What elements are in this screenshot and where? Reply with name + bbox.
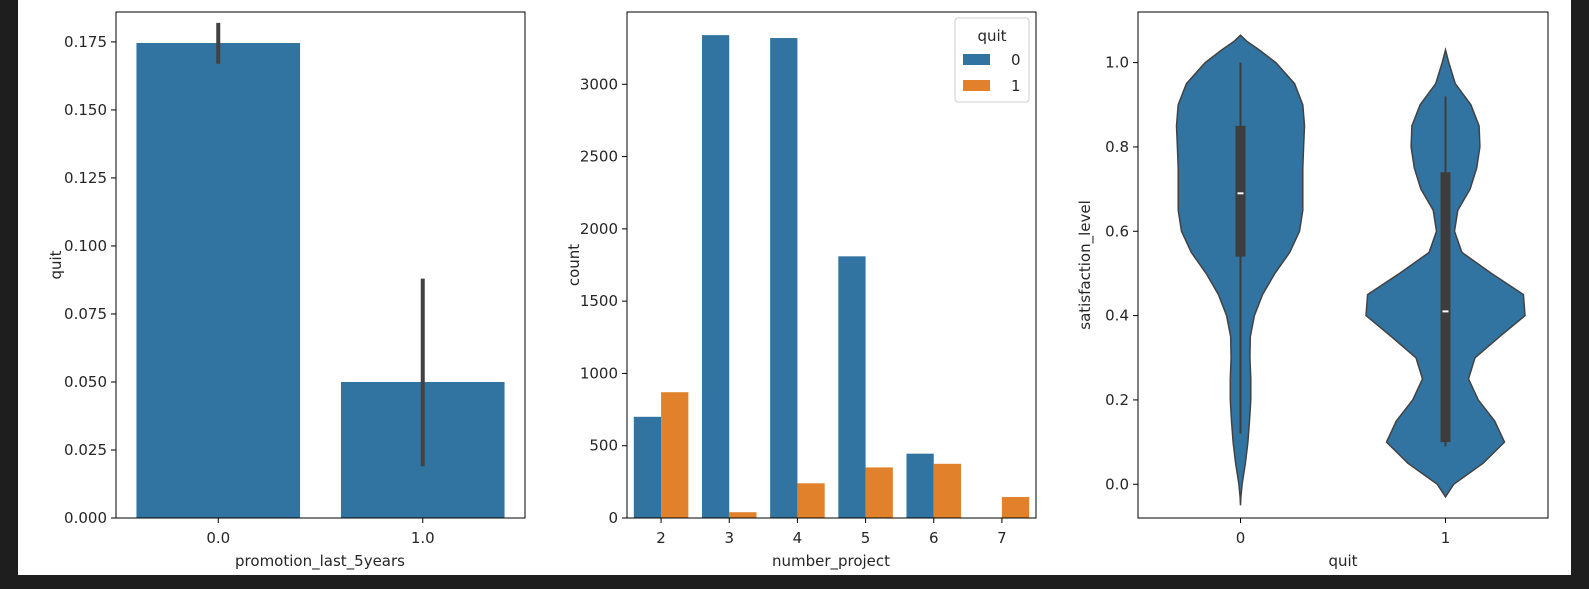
y-tick-label: 0.050 <box>64 373 107 391</box>
figure-canvas: 0.0000.0250.0500.0750.1000.1250.1500.175… <box>47 11 1549 571</box>
y-tick-label: 0.025 <box>64 441 107 459</box>
violin-chart-satisfaction: 0.0 0.2 0.4 0.6 0.8 1.0 0 1 quit satisfaction_… <box>1076 11 1549 570</box>
y-tick-label: 0.125 <box>64 169 107 187</box>
bar-chart-number-project: 0 500 1000 1500 2000 2500 3000 2 3 4 5 6 7 number_p… <box>565 11 1037 571</box>
x-tick-label: 6 <box>929 529 939 547</box>
y-axis-label: count <box>565 244 583 286</box>
y-tick-label: 500 <box>589 437 618 455</box>
y-tick-label: 0.6 <box>1105 222 1129 240</box>
y-tick-label: 0.4 <box>1105 307 1129 325</box>
legend-swatch-0 <box>963 54 990 65</box>
bar-series-1 <box>865 467 893 518</box>
violin-iqr-box <box>1440 172 1451 443</box>
x-axis-label: number_project <box>772 552 890 571</box>
violin-iqr-box <box>1235 125 1246 257</box>
x-axis-label: promotion_last_5years <box>235 552 405 571</box>
y-axis-label: quit <box>47 250 65 279</box>
bar-series-0 <box>770 38 798 518</box>
y-axis-label: satisfaction_level <box>1076 200 1095 330</box>
bar-series-0 <box>906 453 934 518</box>
bar-chart-promotion: 0.000 0.025 0.050 0.075 0.100 0.125 0.150 0.175… <box>47 11 526 571</box>
figure: 0.000 0.025 0.050 0.075 0.100 0.125 0.150 0.175… <box>18 0 1571 575</box>
x-tick-label: 3 <box>724 529 734 547</box>
y-tick-label: 0.100 <box>64 237 107 255</box>
y-tick-label: 0.0 <box>1105 475 1129 493</box>
legend-label-0: 0 <box>1011 51 1021 69</box>
axes-frame <box>626 11 1037 519</box>
y-tick-label: 1000 <box>580 364 618 382</box>
x-tick-label: 0.0 <box>206 529 230 547</box>
y-tick-label: 0.2 <box>1105 391 1129 409</box>
axes-frame <box>115 11 526 519</box>
x-tick-label: 2 <box>656 529 666 547</box>
legend: quit 0 1 <box>954 17 1030 103</box>
y-tick-label: 0.175 <box>64 33 107 51</box>
bar-series-0 <box>838 256 866 518</box>
y-tick-label: 2000 <box>580 220 618 238</box>
y-tick-label: 0 <box>608 509 618 527</box>
y-tick-label: 2500 <box>580 148 618 166</box>
bar-series-0 <box>633 416 662 518</box>
y-tick-label: 1500 <box>580 292 618 310</box>
bar <box>136 43 301 518</box>
bar-series-1 <box>933 463 962 518</box>
legend-label-1: 1 <box>1011 77 1021 95</box>
x-tick-label: 4 <box>793 529 803 547</box>
y-tick-label: 3000 <box>580 75 618 93</box>
y-tick-label: 0.8 <box>1105 138 1129 156</box>
bar-series-1 <box>661 392 689 518</box>
x-tick-label: 7 <box>997 529 1007 547</box>
x-tick-label: 1 <box>1441 529 1451 547</box>
y-tick-label: 0.000 <box>64 509 107 527</box>
y-tick-label: 0.075 <box>64 305 107 323</box>
x-tick-label: 5 <box>861 529 871 547</box>
y-tick-label: 0.150 <box>64 101 107 119</box>
x-tick-label: 1.0 <box>411 529 435 547</box>
bar-series-1 <box>729 512 757 518</box>
x-axis-label: quit <box>1328 552 1357 570</box>
x-tick-label: 0 <box>1236 529 1246 547</box>
axes-frame <box>1137 11 1549 519</box>
legend-swatch-1 <box>963 80 990 91</box>
bar-series-1 <box>797 483 825 518</box>
y-tick-label: 1.0 <box>1105 54 1129 72</box>
legend-title: quit <box>977 27 1006 45</box>
bar-series-0 <box>701 35 730 518</box>
bar-series-1 <box>1001 497 1030 518</box>
